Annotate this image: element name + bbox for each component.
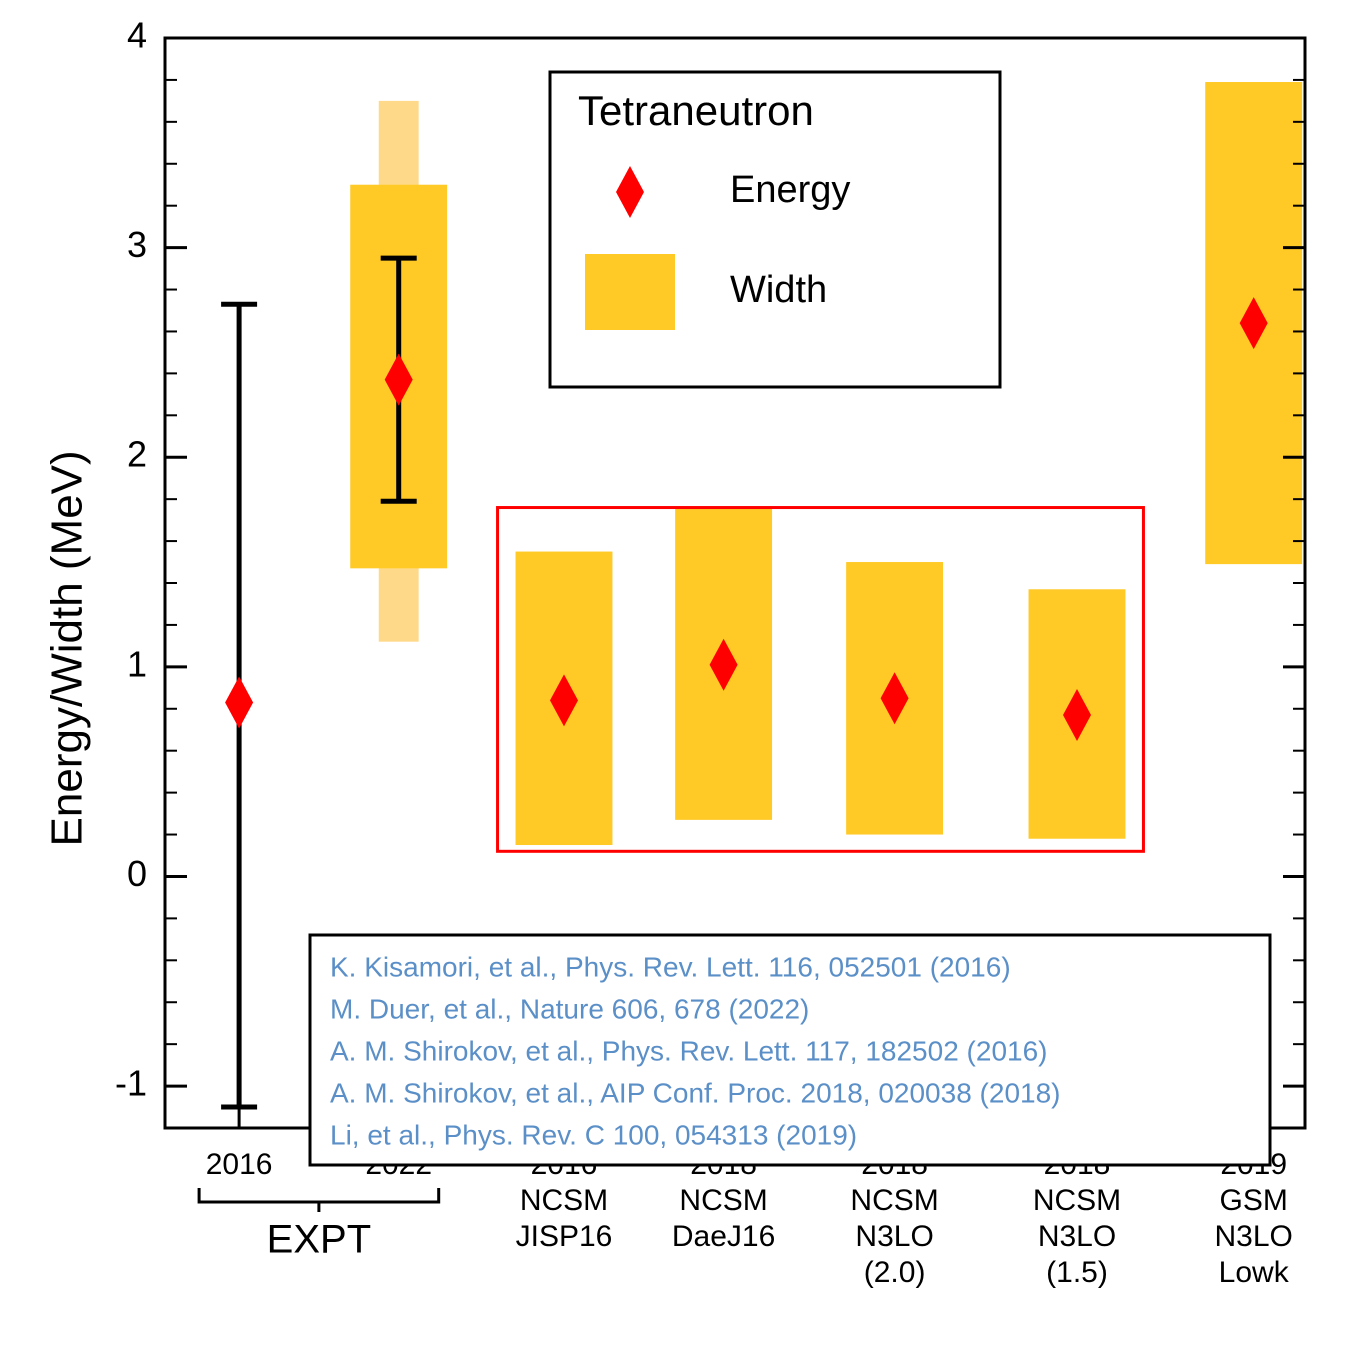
y-axis-label: Energy/Width (MeV): [43, 450, 92, 846]
ytick-label: 1: [127, 643, 147, 684]
ytick-label: 0: [127, 853, 147, 894]
xtick-label: GSM: [1220, 1184, 1288, 1217]
reference-line: M. Duer, et al., Nature 606, 678 (2022): [330, 993, 809, 1024]
ytick-label: 3: [127, 224, 147, 265]
xtick-label: (2.0): [864, 1256, 926, 1289]
xtick-label: Lowk: [1219, 1256, 1290, 1289]
legend-item-label: Width: [730, 269, 827, 311]
ytick-label: 2: [127, 434, 147, 475]
legend-width-icon: [585, 254, 675, 330]
expt-bracket: [199, 1188, 439, 1202]
legend-item-label: Energy: [730, 169, 850, 211]
xtick-label: NCSM: [1033, 1184, 1121, 1217]
xtick-label: DaeJ16: [672, 1220, 775, 1253]
expt-label: EXPT: [267, 1218, 371, 1262]
xtick-label: N3LO: [855, 1220, 933, 1253]
tetraneutron-chart: -101234Energy/Width (MeV)201620222016NCS…: [0, 0, 1350, 1346]
xtick-label: NCSM: [520, 1184, 608, 1217]
xtick-label: N3LO: [1215, 1220, 1293, 1253]
reference-line: Li, et al., Phys. Rev. C 100, 054313 (20…: [330, 1119, 857, 1150]
legend-title: Tetraneutron: [578, 87, 814, 134]
xtick-label: 2016: [206, 1148, 273, 1181]
xtick-label: NCSM: [679, 1184, 767, 1217]
xtick-label: JISP16: [516, 1220, 613, 1253]
xtick-label: N3LO: [1038, 1220, 1116, 1253]
xtick-label: (1.5): [1046, 1256, 1108, 1289]
reference-line: A. M. Shirokov, et al., AIP Conf. Proc. …: [330, 1077, 1061, 1108]
ytick-label: 4: [127, 15, 147, 56]
reference-line: A. M. Shirokov, et al., Phys. Rev. Lett.…: [330, 1035, 1048, 1066]
energy-marker: [225, 676, 253, 728]
reference-line: K. Kisamori, et al., Phys. Rev. Lett. 11…: [330, 951, 1011, 982]
xtick-label: NCSM: [850, 1184, 938, 1217]
ytick-label: -1: [115, 1063, 147, 1104]
